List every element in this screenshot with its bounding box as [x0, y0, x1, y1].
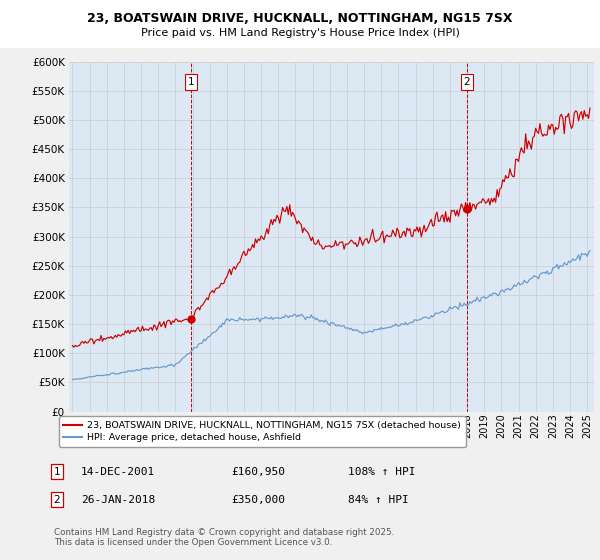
Text: 2: 2 [53, 494, 61, 505]
Text: £350,000: £350,000 [231, 494, 285, 505]
Text: Price paid vs. HM Land Registry's House Price Index (HPI): Price paid vs. HM Land Registry's House … [140, 28, 460, 38]
Text: 2: 2 [464, 77, 470, 87]
Text: 26-JAN-2018: 26-JAN-2018 [81, 494, 155, 505]
Text: 1: 1 [53, 466, 61, 477]
Text: £160,950: £160,950 [231, 466, 285, 477]
Legend: 23, BOATSWAIN DRIVE, HUCKNALL, NOTTINGHAM, NG15 7SX (detached house), HPI: Avera: 23, BOATSWAIN DRIVE, HUCKNALL, NOTTINGHA… [59, 416, 466, 447]
Text: 14-DEC-2001: 14-DEC-2001 [81, 466, 155, 477]
Text: Contains HM Land Registry data © Crown copyright and database right 2025.
This d: Contains HM Land Registry data © Crown c… [54, 528, 394, 547]
Text: 108% ↑ HPI: 108% ↑ HPI [348, 466, 415, 477]
Text: 84% ↑ HPI: 84% ↑ HPI [348, 494, 409, 505]
Text: 23, BOATSWAIN DRIVE, HUCKNALL, NOTTINGHAM, NG15 7SX: 23, BOATSWAIN DRIVE, HUCKNALL, NOTTINGHA… [87, 12, 513, 25]
Text: 1: 1 [188, 77, 194, 87]
